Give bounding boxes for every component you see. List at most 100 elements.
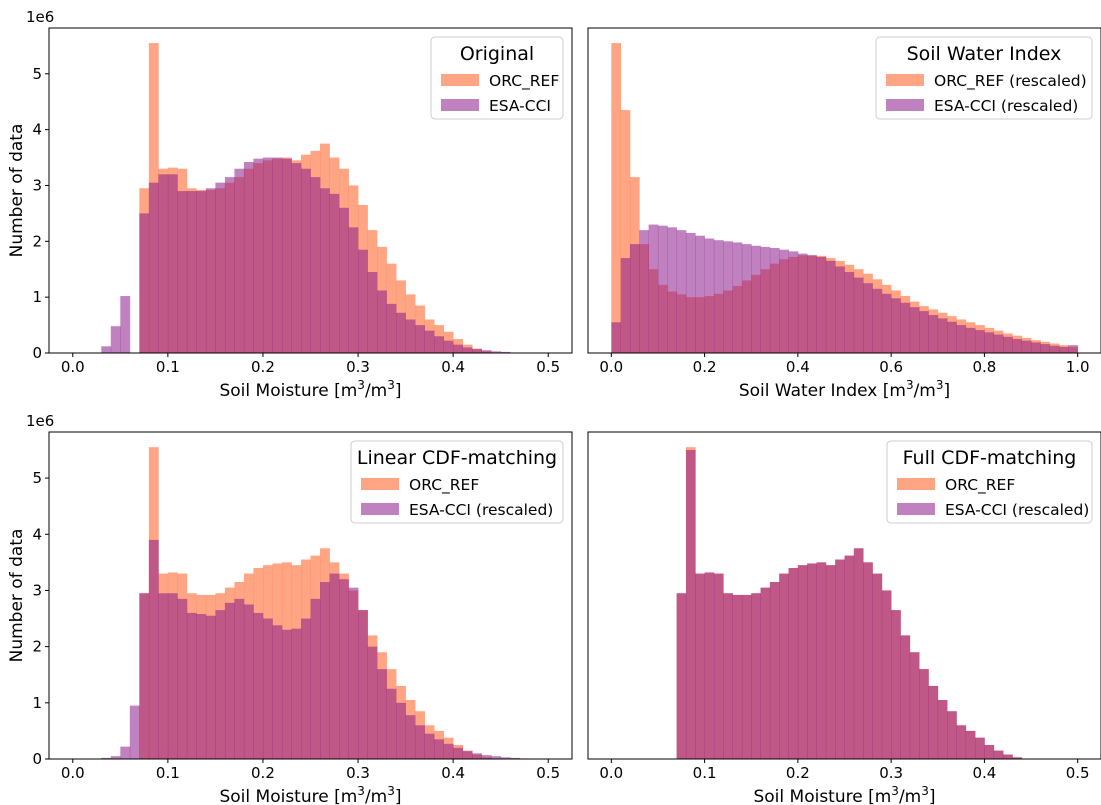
x-tick-label: 0.2	[251, 358, 275, 376]
bar	[405, 715, 416, 759]
bar	[937, 700, 948, 759]
bar	[1049, 345, 1060, 353]
bar	[788, 567, 799, 759]
bar	[320, 188, 330, 353]
bar	[224, 602, 235, 759]
bar	[751, 245, 761, 353]
bar	[339, 207, 349, 353]
legend-box	[350, 440, 564, 524]
bar	[358, 249, 368, 353]
bar	[1012, 757, 1023, 759]
bar	[788, 251, 799, 353]
legend-swatch	[361, 503, 399, 515]
bar	[1031, 342, 1041, 353]
x-tick-label: 0.0	[599, 764, 623, 782]
bar	[262, 618, 273, 759]
bar	[676, 230, 687, 353]
legend-swatch	[897, 503, 935, 515]
bar	[844, 272, 855, 353]
bar	[835, 266, 845, 353]
bar	[825, 565, 836, 759]
panel-top-right: 0.0 0.2 0.4 0.6 0.8 1.0 Soil Water Index [m3/m…	[587, 27, 1101, 401]
bar	[348, 587, 359, 759]
legend-title: Original	[460, 43, 534, 65]
bar	[965, 730, 976, 759]
x-tick-label: 0.3	[346, 764, 370, 782]
y-offset-text: 1e6	[26, 412, 54, 430]
bar	[695, 573, 705, 759]
bar	[300, 618, 311, 759]
bar	[975, 330, 985, 353]
x-tick-label: 0.5	[536, 358, 560, 376]
axes-frame	[587, 431, 1101, 760]
y-tick-label: 2	[32, 232, 42, 250]
bar	[110, 326, 121, 353]
bar	[101, 346, 112, 353]
legend-swatch	[361, 478, 399, 490]
bar	[281, 629, 292, 759]
bar	[167, 593, 178, 759]
bar	[900, 635, 911, 759]
bar	[648, 224, 659, 353]
bar	[177, 191, 188, 353]
bar	[186, 191, 197, 353]
series-ESA-CCI (rescaled)	[611, 224, 1079, 353]
bar	[481, 350, 492, 353]
x-tick-label: 0.4	[786, 358, 810, 376]
bar	[695, 235, 705, 353]
x-tick-label: 0.4	[972, 764, 996, 782]
panel-bottom-right: 0.0 0.1 0.2 0.3 0.4 0.5 Soil Moisture [m3/m3] F…	[587, 431, 1101, 805]
bar	[993, 750, 1004, 759]
panel-top-left: 0.0 0.1 0.2 0.3 0.4 0.5 0 1 2 3 4 5 1e6 Number of dat…	[7, 8, 573, 401]
bar	[723, 593, 733, 759]
bar	[101, 757, 112, 759]
bar	[685, 449, 696, 759]
bar	[1059, 346, 1069, 353]
bar	[205, 188, 216, 353]
bar	[472, 349, 483, 353]
bar	[243, 162, 254, 353]
bar	[891, 610, 901, 759]
x-tick-label: 0.3	[879, 764, 903, 782]
bar	[196, 191, 207, 353]
x-tick-label: 0.0	[599, 358, 623, 376]
bar	[704, 238, 715, 353]
bar	[956, 725, 967, 759]
bar	[816, 256, 827, 353]
bar	[358, 610, 368, 759]
bar	[158, 593, 169, 759]
legend-swatch	[441, 99, 479, 111]
bar	[253, 158, 264, 353]
bar	[415, 725, 425, 759]
legend-title: Full CDF-matching	[903, 447, 1077, 469]
y-offset-text: 1e6	[26, 8, 54, 26]
bar	[1003, 754, 1013, 759]
axes-frame	[48, 431, 573, 760]
bar	[272, 157, 283, 353]
x-tick-label: 0.1	[156, 358, 180, 376]
x-tick-label: 1.0	[1066, 358, 1090, 376]
bar	[769, 248, 780, 353]
y-tick-label: 5	[32, 469, 42, 487]
bar	[291, 163, 302, 353]
bar	[825, 260, 836, 353]
axes-frame	[48, 27, 573, 354]
x-tick-label: 0.8	[972, 358, 996, 376]
bar	[881, 590, 892, 759]
bar	[947, 711, 957, 759]
bar	[713, 573, 724, 759]
bar	[891, 298, 901, 353]
bar	[481, 755, 492, 759]
bar	[947, 321, 957, 353]
x-tick-label: 0.6	[879, 358, 903, 376]
bar	[779, 249, 789, 353]
legend-title: Linear CDF-matching	[357, 447, 557, 469]
x-axis-label: Soil Moisture [m3/m3]	[219, 378, 401, 401]
bar	[993, 334, 1004, 353]
y-tick-label: 1	[32, 694, 42, 712]
bar	[807, 563, 817, 759]
bar	[215, 182, 226, 353]
bar	[462, 347, 473, 353]
bar	[956, 325, 967, 353]
bar	[377, 290, 387, 353]
